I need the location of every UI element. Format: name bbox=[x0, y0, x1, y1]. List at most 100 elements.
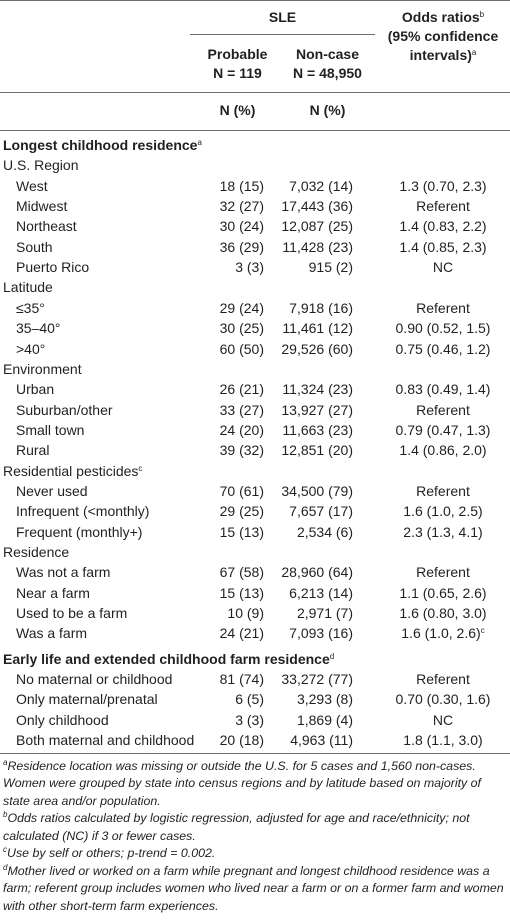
row-label-text: Suburban/other bbox=[16, 401, 113, 418]
group-label: Residence bbox=[3, 542, 69, 562]
noncase-cell: 28,960 (64) bbox=[281, 564, 353, 581]
probable-cell: 24 (21) bbox=[219, 625, 264, 642]
rule bbox=[0, 752, 510, 754]
odds-value: 1.8 (1.1, 3.0) bbox=[403, 732, 483, 749]
odds-cell: 1.6 (1.0, 2.5) bbox=[380, 501, 506, 521]
noncase-cell: 12,087 (25) bbox=[281, 218, 353, 235]
odds-cell: Referent bbox=[380, 298, 506, 318]
odds-value: NC bbox=[432, 711, 454, 728]
row-label: Puerto Rico bbox=[16, 257, 89, 277]
row-label: Both maternal and childhood bbox=[16, 730, 194, 750]
unit-header: N (%) bbox=[195, 101, 280, 120]
noncase-cell: 1,869 (4) bbox=[296, 711, 353, 728]
group-label: SLE bbox=[268, 9, 297, 25]
odds-cell: Referent bbox=[380, 669, 506, 689]
probable-cell: 24 (20) bbox=[219, 421, 264, 438]
footnote-mark: c bbox=[480, 626, 485, 636]
footnote-mark: c bbox=[138, 463, 143, 473]
odds-cell: 1.4 (0.86, 2.0) bbox=[380, 440, 506, 460]
probable-cell: 15 (13) bbox=[219, 523, 264, 540]
row-label-text: Only childhood bbox=[16, 711, 109, 728]
noncase-cell: 2,971 (7) bbox=[296, 605, 353, 622]
odds-value: NC bbox=[432, 259, 454, 276]
footnote-mark: a bbox=[3, 757, 8, 767]
column-n: N = 48,950 bbox=[293, 65, 362, 81]
odds-cell: 1.4 (0.83, 2.2) bbox=[380, 216, 506, 236]
row-label: Was not a farm bbox=[16, 562, 110, 582]
row-label-text: West bbox=[16, 177, 48, 194]
footnote-mark: a bbox=[471, 48, 477, 57]
odds-header: Odds ratiosb (95% confidence intervals)a bbox=[380, 8, 506, 65]
group-label: U.S. Region bbox=[3, 155, 78, 175]
row-label-text: Was a farm bbox=[16, 625, 88, 642]
probable-cell: 33 (27) bbox=[219, 401, 264, 418]
noncase-cell: 7,032 (14) bbox=[289, 177, 353, 194]
odds-cell: 1.6 (0.80, 3.0) bbox=[380, 603, 506, 623]
row-label: Infrequent (<monthly) bbox=[16, 501, 149, 521]
probable-cell: 81 (74) bbox=[219, 671, 264, 688]
row-label: ≤35° bbox=[16, 298, 45, 318]
unit-label: N (%) bbox=[219, 102, 256, 118]
row-label: Only childhood bbox=[16, 710, 109, 730]
probable-cell: 3 (3) bbox=[235, 259, 264, 276]
odds-value: Referent bbox=[416, 482, 470, 499]
row-label-text: Near a farm bbox=[16, 584, 90, 601]
probable-cell: 20 (18) bbox=[219, 732, 264, 749]
row-label: >40° bbox=[16, 339, 45, 359]
footnote-mark: c bbox=[3, 845, 7, 854]
odds-value: 0.75 (0.46, 1.2) bbox=[395, 340, 491, 357]
group-label: Residential pesticidesc bbox=[3, 461, 142, 481]
odds-cell: 1.3 (0.70, 2.3) bbox=[380, 176, 506, 196]
probable-cell: 26 (21) bbox=[219, 381, 264, 398]
footnote-text: Mother lived or worked on a farm while p… bbox=[3, 863, 504, 913]
odds-value: 0.70 (0.30, 1.6) bbox=[395, 691, 491, 708]
odds-cell: Referent bbox=[380, 481, 506, 501]
group-header: SLE bbox=[190, 8, 375, 27]
footnotes: aResidence location was missing or outsi… bbox=[3, 758, 508, 916]
odds-value: Referent bbox=[416, 401, 470, 418]
rule bbox=[0, 92, 510, 93]
group-label-text: Residence bbox=[3, 544, 70, 560]
row-label-text: No maternal or childhood bbox=[16, 671, 173, 688]
odds-value: Referent bbox=[416, 198, 470, 215]
odds-sublabel: (95% confidence intervals) bbox=[387, 28, 499, 63]
row-label-text: Rural bbox=[16, 442, 50, 459]
row-label: Midwest bbox=[16, 196, 67, 216]
noncase-cell: 4,963 (11) bbox=[290, 732, 353, 749]
probable-header: Probable N = 119 bbox=[195, 45, 280, 83]
group-label: Environment bbox=[3, 359, 82, 379]
row-label-text: Small town bbox=[16, 421, 85, 438]
group-label-text: Latitude bbox=[3, 279, 53, 296]
odds-value: 1.4 (0.85, 2.3) bbox=[399, 238, 487, 255]
odds-cell: 0.90 (0.52, 1.5) bbox=[380, 318, 506, 338]
row-label-text: Midwest bbox=[16, 198, 68, 215]
noncase-cell: 17,443 (36) bbox=[281, 198, 353, 215]
section-title-text: Early life and extended childhood farm r… bbox=[3, 650, 330, 667]
probable-cell: 70 (61) bbox=[219, 482, 264, 499]
odds-cell: Referent bbox=[380, 196, 506, 216]
row-label-text: Used to be a farm bbox=[16, 605, 128, 622]
odds-label: Odds ratios bbox=[401, 9, 480, 25]
probable-cell: 39 (32) bbox=[219, 442, 264, 459]
footnote-mark: d bbox=[329, 651, 335, 661]
unit-header: N (%) bbox=[280, 101, 375, 120]
row-label-text: Only maternal/prenatal bbox=[16, 691, 158, 708]
row-label: West bbox=[16, 176, 48, 196]
odds-value: Referent bbox=[416, 671, 470, 688]
row-label-text: Frequent (monthly+) bbox=[16, 523, 143, 540]
noncase-cell: 33,272 (77) bbox=[281, 671, 353, 688]
probable-cell: 30 (24) bbox=[219, 218, 264, 235]
footnote: aResidence location was missing or outsi… bbox=[3, 758, 508, 811]
column-label: Non-case bbox=[295, 46, 360, 62]
odds-cell: 1.4 (0.85, 2.3) bbox=[380, 237, 506, 257]
row-label: Northeast bbox=[16, 216, 77, 236]
odds-cell: Referent bbox=[380, 562, 506, 582]
odds-value: 1.4 (0.83, 2.2) bbox=[399, 218, 487, 235]
odds-cell: 0.83 (0.49, 1.4) bbox=[380, 379, 506, 399]
odds-value: Referent bbox=[416, 564, 470, 581]
noncase-header: Non-case N = 48,950 bbox=[280, 45, 375, 83]
footnote-text: Residence location was missing or outsid… bbox=[3, 758, 482, 808]
row-label: Only maternal/prenatal bbox=[16, 689, 158, 709]
row-label-text: 35–40° bbox=[16, 320, 61, 337]
column-n: N = 119 bbox=[213, 65, 262, 81]
